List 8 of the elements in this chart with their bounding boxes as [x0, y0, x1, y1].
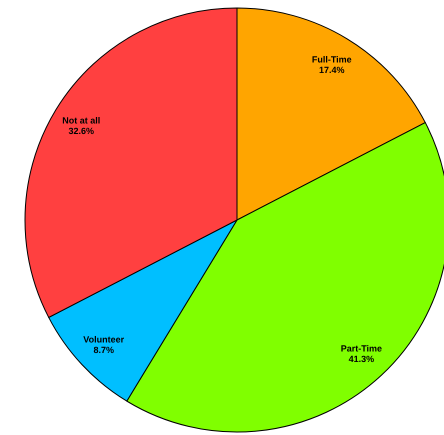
- data-label: 8.7%: [93, 344, 114, 355]
- slice-label: Not at all: [62, 115, 100, 126]
- data-label: 32.6%: [68, 126, 94, 136]
- slice-label: Volunteer: [83, 334, 125, 345]
- data-label: 41.3%: [348, 354, 374, 364]
- data-label: 17.4%: [319, 64, 345, 75]
- slice-label: Part-Time: [340, 343, 382, 354]
- slice-label: Full-Time: [312, 54, 352, 64]
